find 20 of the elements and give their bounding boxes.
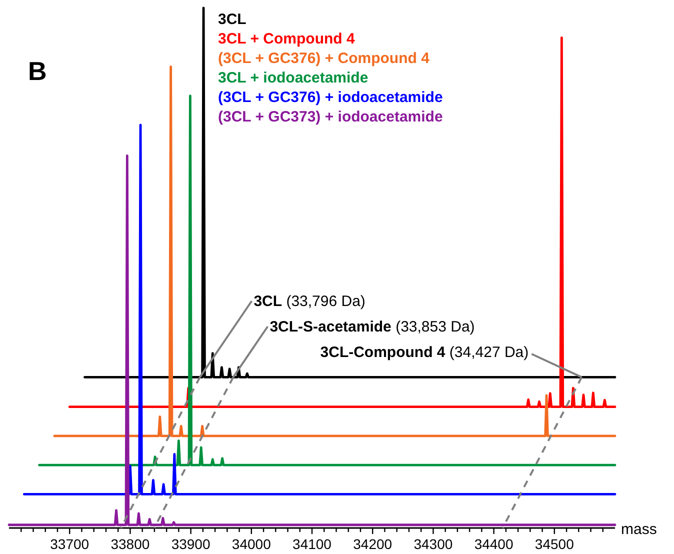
- x-tick-label: 34500: [534, 536, 574, 552]
- annotation: B: [28, 56, 47, 86]
- x-axis-title: mass: [621, 521, 657, 538]
- series-label: 3CL: [218, 11, 246, 28]
- x-tick-label: 34000: [232, 536, 272, 552]
- text: 3CL + Compound 4: [218, 30, 356, 48]
- x-tick-label: 33800: [110, 536, 150, 552]
- x-tick-label: 33700: [50, 536, 90, 552]
- x-tick-label: 34100: [292, 536, 332, 552]
- annotation: 3CL (33,796 Da): [254, 293, 366, 310]
- text: (3CL + GC373) + iodoacetamide: [218, 108, 443, 126]
- annotation: 3CL-Compound 4 (34,427 Da): [320, 344, 529, 361]
- x-tick-label: 34400: [474, 536, 514, 552]
- series-label: 3CL + iodoacetamide: [218, 70, 368, 86]
- text: (3CL + GC376) + iodoacetamide: [218, 89, 443, 106]
- text: (3CL + GC376) + Compound 4: [218, 50, 430, 67]
- x-tick-label: 34200: [353, 536, 392, 552]
- x-tick-label: 33900: [171, 536, 210, 552]
- x-tick-label: 34300: [414, 536, 453, 552]
- annotation: 3CL-S-acetamide (33,853 Da): [270, 318, 475, 336]
